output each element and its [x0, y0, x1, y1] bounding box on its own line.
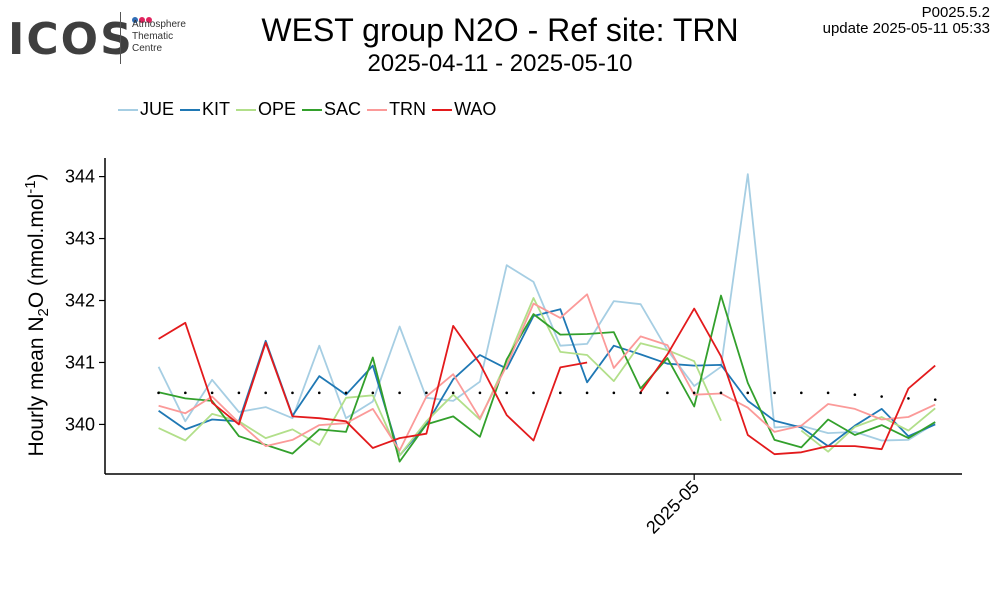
reference-dot: [451, 391, 455, 395]
reference-dot: [612, 391, 616, 395]
reference-dot: [398, 391, 401, 395]
chart-title: WEST group N2O - Ref site: TRN: [261, 12, 739, 48]
reference-dot: [800, 391, 803, 395]
legend-item-jue: JUE: [118, 99, 174, 120]
y-tick-label-341: 341: [65, 352, 95, 372]
reference-dot: [210, 391, 214, 395]
chart-subtitle: 2025-04-11 - 2025-05-10: [367, 50, 633, 77]
reference-dot: [317, 391, 321, 395]
legend-item-kit: KIT: [180, 99, 230, 120]
reference-dot: [880, 395, 883, 398]
x-tick-label-2025-05: 2025-05: [642, 477, 703, 538]
series-line-jue: [157, 173, 936, 442]
series-line-wao: [158, 307, 936, 456]
reference-dot: [558, 391, 562, 395]
update-timestamp: update 2025-05-11 05:33: [822, 20, 990, 37]
legend-swatch: [367, 108, 388, 111]
reference-dot: [933, 398, 937, 401]
legend-swatch: [432, 108, 453, 111]
legend-item-trn: TRN: [367, 99, 426, 120]
logo-subtitle-line-1: Atmosphere: [132, 19, 186, 30]
logo-subtitle-line-3: Centre: [132, 43, 163, 54]
reference-dot: [773, 391, 776, 395]
reference-dot: [425, 391, 428, 395]
logo-dot-3: [146, 17, 152, 23]
chart-legend: JUE KIT OPE SAC TRN WAO: [118, 99, 502, 120]
logo-dot-1: [132, 17, 138, 23]
reference-dot: [371, 391, 375, 395]
reference-dot: [907, 397, 910, 400]
series-line-ope: [158, 297, 936, 457]
y-tick-label-340: 340: [65, 414, 95, 434]
legend-item-wao: WAO: [432, 99, 496, 120]
legend-label: SAC: [324, 99, 362, 119]
series-line-kit: [158, 308, 936, 457]
legend-label: WAO: [454, 99, 497, 119]
reference-dot: [639, 391, 642, 395]
y-axis-label: Hourly mean N2O (nmol.mol-1): [22, 173, 52, 456]
reference-dot: [853, 393, 857, 396]
reference-dot: [585, 391, 589, 395]
legend-label: OPE: [258, 99, 297, 119]
legend-label: KIT: [202, 99, 231, 119]
reference-dot: [532, 391, 535, 395]
reference-dot: [291, 391, 294, 395]
legend-item-ope: OPE: [236, 99, 296, 120]
reference-dot: [719, 391, 723, 395]
reference-dot: [478, 391, 482, 395]
reference-dot: [666, 391, 669, 395]
legend-swatch: [302, 108, 323, 111]
plot-area: [157, 173, 937, 463]
logo-divider: [120, 12, 121, 64]
reference-dot: [157, 391, 160, 395]
legend-swatch: [180, 108, 201, 111]
reference-dot: [826, 391, 830, 395]
version-info: P0025.5.2 update 2025-05-11 05:33: [823, 5, 990, 37]
series-line-trn: [158, 293, 936, 452]
y-tick-label-342: 342: [65, 291, 95, 311]
logo-dots: [132, 10, 153, 28]
icos-logo: ICOS Atmosphere Thematic Centre: [8, 8, 208, 68]
legend-swatch: [118, 108, 138, 111]
reference-dot: [692, 391, 696, 395]
reference-dot: [344, 391, 348, 395]
reference-dot: [184, 391, 187, 395]
y-tick-label-343: 343: [65, 229, 95, 249]
legend-label: TRN: [389, 99, 427, 119]
logo-subtitle: Atmosphere Thematic Centre: [132, 19, 186, 55]
logo-subtitle-line-2: Thematic: [132, 31, 174, 42]
legend-swatch: [236, 108, 257, 111]
logo-wordmark: ICOS: [8, 14, 134, 65]
legend-label: JUE: [140, 99, 175, 119]
logo-dot-2: [139, 17, 145, 23]
legend-item-sac: SAC: [302, 99, 361, 120]
reference-dot: [746, 391, 750, 395]
reference-dot: [505, 391, 509, 395]
version-label: P0025.5.2: [921, 4, 990, 21]
reference-dot: [264, 391, 267, 395]
y-tick-label-344: 344: [65, 167, 95, 187]
reference-dot: [237, 391, 241, 395]
series-line-sac: [158, 294, 936, 463]
